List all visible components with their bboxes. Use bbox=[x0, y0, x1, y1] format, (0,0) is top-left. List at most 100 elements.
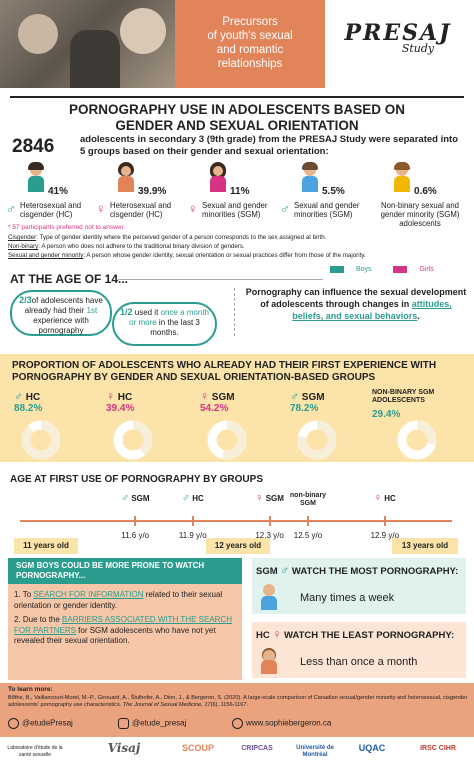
sgm-boys-reasons: 1. To SEARCH FOR INFORMATION related to … bbox=[14, 590, 236, 651]
timeline-axis bbox=[20, 520, 452, 522]
marker-label: SGM bbox=[131, 494, 150, 503]
group-label: Non-binary sexual and gender minority (S… bbox=[380, 201, 460, 228]
female-symbol-icon: ♀ bbox=[96, 201, 106, 216]
timeline-tick bbox=[134, 516, 137, 526]
def-text: : A person whose gender identity, sexual… bbox=[83, 252, 366, 259]
influence-text: Pornography can influence the sexual dev… bbox=[245, 286, 467, 322]
facebook-link[interactable]: @etudePresaj bbox=[8, 718, 73, 729]
instagram-handle: @etude_presaj bbox=[132, 718, 187, 728]
stat-bubble-first-experience: 2/3of adolescents have already had their… bbox=[10, 290, 112, 336]
donut-fill bbox=[397, 420, 437, 460]
donut-chart bbox=[113, 420, 153, 460]
male-symbol-icon: ♂ bbox=[280, 563, 290, 577]
proportion-item: NON-BINARY SGM ADOLESCENTS 29.4% bbox=[372, 389, 468, 461]
proportion-item: ♂ SGM 78.2% bbox=[290, 389, 375, 461]
bubble-text: in the last 3 months. bbox=[150, 318, 200, 337]
timeline-marker: ♂ SGM bbox=[110, 492, 160, 504]
logo-uqac: UQAC bbox=[358, 743, 386, 753]
legend-boys: Boys bbox=[355, 266, 372, 274]
reference-pages: (6), 1156-1167. bbox=[210, 702, 248, 708]
reason-text: 2. Due to the bbox=[14, 615, 63, 624]
boy-icon bbox=[302, 162, 318, 192]
bubble-text: used it bbox=[132, 308, 161, 317]
proportion-title: PROPORTION OF ADOLESCENTS WHO ALREADY HA… bbox=[12, 360, 437, 383]
reason-text: related to their sexual orientation or g… bbox=[14, 590, 223, 610]
fraction: 2/3 bbox=[19, 295, 32, 305]
reference-text: Bőthe, B., Vaillancourt-Morel, M.-P., Gi… bbox=[8, 695, 468, 708]
reason-text: 1. To bbox=[14, 590, 34, 599]
timeline-tick bbox=[268, 516, 271, 526]
group-percent: 0.6% bbox=[414, 186, 437, 197]
female-symbol-icon: ♀ bbox=[188, 201, 198, 216]
marker-value: 12.9 y/o bbox=[370, 531, 400, 540]
donut-fill bbox=[297, 420, 337, 460]
reason-highlight: BARRIERS ASSOCIATED WITH THE SEARCH FOR … bbox=[14, 615, 232, 635]
girls-swatch bbox=[393, 266, 408, 273]
header-photo bbox=[0, 0, 175, 88]
group-label: Sexual and gender minorities (SGM) bbox=[294, 201, 360, 219]
proportion-label: NON-BINARY SGM ADOLESCENTS bbox=[372, 389, 435, 404]
header-line: relationships bbox=[217, 58, 283, 70]
age14-heading: AT THE AGE OF 14... bbox=[10, 272, 129, 286]
nonbinary-icon bbox=[394, 162, 410, 192]
boy-icon bbox=[260, 584, 278, 610]
timeline-marker: ♀ SGM bbox=[245, 492, 295, 504]
proportion-value: 29.4% bbox=[372, 409, 401, 420]
website-url: www.sophiebergeron.ca bbox=[246, 718, 332, 728]
logo-text: PRESAJ bbox=[344, 20, 452, 46]
girl-icon bbox=[210, 162, 226, 192]
proportion-label: SGM bbox=[301, 392, 325, 403]
stat-bubble-frequency: 1/2 used it once a month or more in the … bbox=[112, 302, 217, 346]
proportion-item: ♀ SGM 54.2% bbox=[200, 389, 285, 461]
website-link[interactable]: www.sophiebergeron.ca bbox=[232, 718, 331, 729]
reason-text: for SGM adolescents who have not yet rev… bbox=[14, 625, 216, 646]
group-percent: 41% bbox=[48, 186, 69, 197]
group-label: Sexual and gender minorities (SGM) bbox=[202, 201, 268, 219]
group-percent: 39.9% bbox=[138, 186, 167, 197]
marker-value: 11.6 y/o bbox=[121, 531, 150, 540]
boy-icon bbox=[28, 162, 44, 192]
def-term: Non-binary bbox=[8, 243, 39, 250]
proportion-label: HC bbox=[117, 392, 133, 403]
logo-scoup: SCOUP bbox=[181, 743, 214, 753]
male-symbol-icon: ♂ bbox=[6, 201, 16, 216]
least-heading: HC ♀ WATCH THE LEAST PORNOGRAPHY: bbox=[256, 627, 454, 641]
divider bbox=[234, 288, 235, 336]
def-term: Sexual and gender minority bbox=[8, 252, 84, 259]
donut-chart bbox=[21, 420, 61, 460]
logo-lab: Laboratoire d'étude de la santé sexuelle bbox=[7, 745, 63, 758]
year-label: 13 years old bbox=[392, 538, 458, 554]
definitions: Cisgender: Type of gender identity where… bbox=[8, 233, 468, 260]
reference-journal: The Journal of Sexual Medicine, 17 bbox=[122, 702, 211, 708]
proportion-group: ♀ HC bbox=[106, 389, 132, 403]
def-text: : A person who does not adhere to the tr… bbox=[38, 243, 245, 250]
title-line: GENDER AND SEXUAL ORIENTATION bbox=[115, 118, 359, 133]
marker-value: 11.9 y/o bbox=[178, 531, 207, 540]
female-symbol-icon: ♀ bbox=[373, 492, 383, 504]
learn-heading: To learn more: bbox=[8, 686, 53, 693]
def-text: : Type of gender identity where the perc… bbox=[36, 234, 327, 241]
bubble-highlight: once a month or more bbox=[129, 308, 210, 327]
most-group: SGM bbox=[256, 566, 278, 577]
logo-cripcas: CRIPCAS bbox=[241, 745, 273, 752]
least-group: HC bbox=[256, 630, 270, 641]
proportion-value: 54.2% bbox=[200, 403, 229, 414]
timeline-tick bbox=[191, 516, 194, 526]
reason-highlight: SEARCH FOR INFORMATION bbox=[33, 590, 144, 599]
sgm-boys-title: SGM BOYS COULD BE MORE PRONE TO WATCH PO… bbox=[8, 558, 242, 584]
girl-icon bbox=[260, 648, 278, 674]
donut-fill bbox=[207, 420, 247, 460]
marker-label: HC bbox=[384, 494, 396, 503]
male-symbol-icon: ♂ bbox=[120, 492, 130, 504]
donut-fill bbox=[21, 420, 61, 460]
proportion-value: 39.4% bbox=[106, 403, 135, 414]
bubble-text: of adolescents have already had their bbox=[24, 296, 103, 315]
donut-chart bbox=[397, 420, 437, 460]
influence-highlight: attitudes, beliefs, and sexual behaviors bbox=[292, 299, 452, 321]
group-percent: 5.5% bbox=[322, 186, 345, 197]
instagram-link[interactable]: @etude_presaj bbox=[118, 718, 186, 729]
marker-label: SGM bbox=[265, 494, 284, 503]
female-symbol-icon: ♀ bbox=[272, 627, 282, 641]
proportion-group: ♂ SGM bbox=[290, 389, 325, 403]
group-label: Heterosexual and cisgender (HC) bbox=[110, 201, 172, 219]
